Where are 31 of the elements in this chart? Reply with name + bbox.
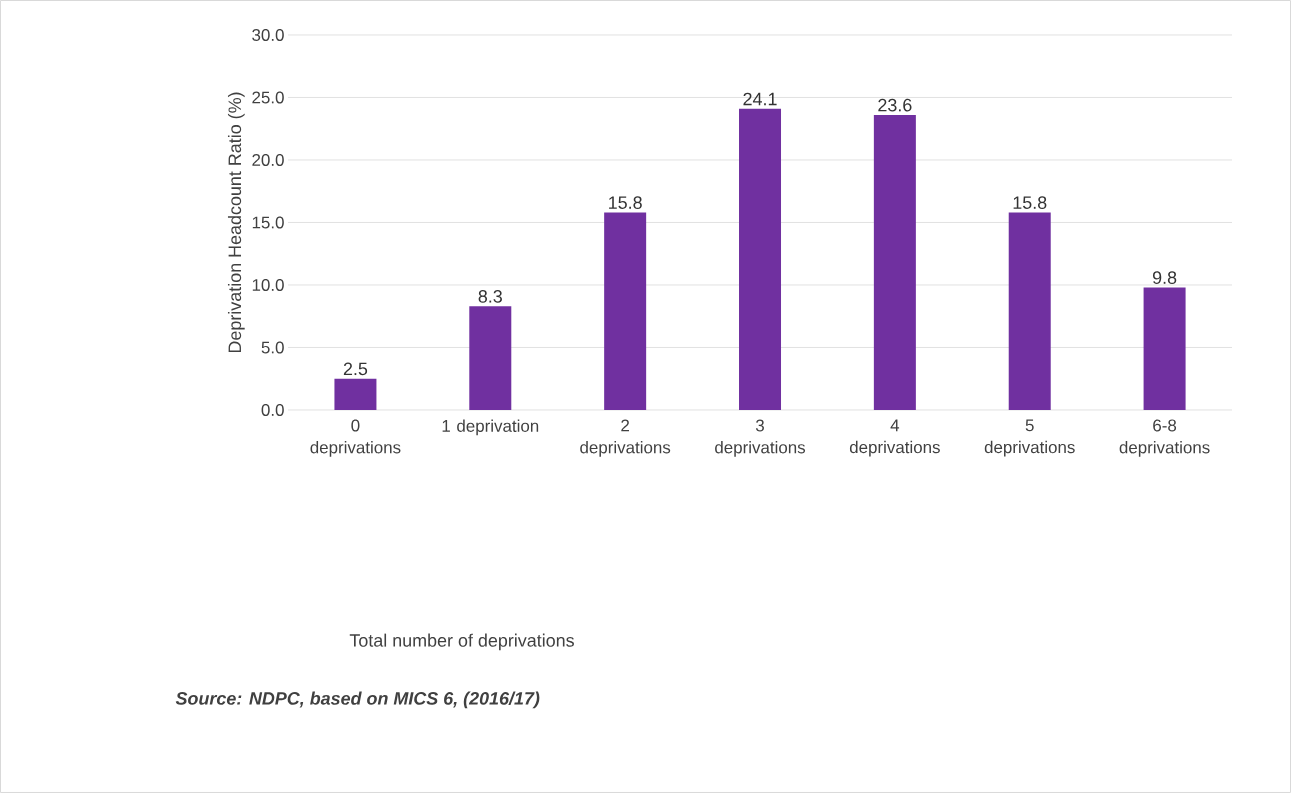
bar: [1143, 287, 1186, 410]
bar: [1008, 212, 1051, 410]
bar: [469, 306, 512, 410]
bar: [739, 108, 782, 410]
data-label: 2.5: [343, 362, 368, 376]
bar: [604, 212, 647, 410]
bar: [334, 378, 377, 410]
data-label: 15.8: [609, 196, 642, 209]
data-label: 8.3: [478, 290, 502, 303]
y-tick-label: 25.0: [252, 91, 284, 104]
data-label: 15.8: [1013, 196, 1047, 209]
y-axis-title: Deprivation Headcount Ratio (%): [227, 92, 245, 353]
x-tick-label: 1 deprivation: [442, 419, 539, 436]
y-tick-label: 30.0: [252, 28, 284, 41]
source-note: Source: NDPC, based on MICS 6, (2016/17): [175, 691, 540, 709]
x-tick-label: 2 deprivations: [580, 419, 671, 457]
x-tick-label: 5 deprivations: [984, 419, 1075, 457]
y-tick-label: 10.0: [252, 278, 284, 291]
x-tick-label: 3 deprivations: [715, 419, 806, 457]
y-tick-label: 0.0: [261, 403, 284, 416]
bar: [873, 114, 916, 410]
y-tick-label: 20.0: [252, 153, 284, 166]
y-tick-label: 5.0: [261, 341, 284, 354]
data-label: 24.1: [743, 92, 777, 106]
data-label: 23.6: [878, 98, 912, 112]
text: Total number of deprivations: [349, 633, 574, 651]
data-label: 9.8: [1152, 271, 1177, 284]
x-tick-label: 0 deprivations: [310, 419, 401, 457]
x-tick-label: 4 deprivations: [849, 419, 940, 457]
x-tick-label: 6-8 deprivations: [1119, 419, 1210, 457]
y-tick-label: 15.0: [252, 216, 284, 229]
